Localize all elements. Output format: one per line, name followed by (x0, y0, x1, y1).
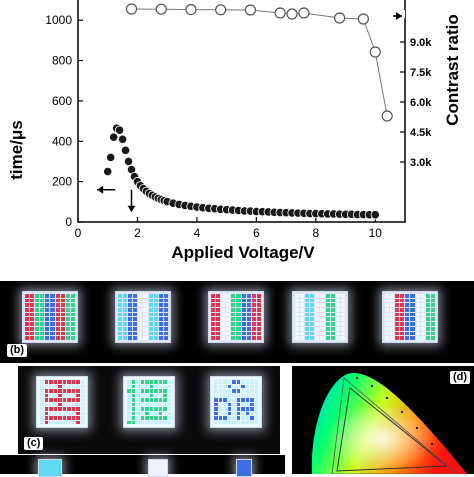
cie-tick-marks (355, 376, 434, 446)
x-tick-label-0: 0 (75, 226, 82, 240)
b-led-grid-3 (295, 294, 345, 340)
y-left-tick-label-0: 0 (65, 215, 72, 229)
y-axis-right-label: Contrast ratio (443, 14, 462, 125)
x-tick-label-4: 8 (312, 226, 319, 240)
bottom-led-3 (236, 459, 252, 477)
panel-label-b: (b) (7, 344, 28, 357)
y-left-tick-label-4: 800 (52, 54, 72, 68)
b-led-grid-4 (385, 294, 435, 340)
series-1-point-5 (274, 7, 286, 19)
y-left-tick-label-1: 200 (52, 175, 72, 189)
series-1-point-1 (155, 3, 167, 15)
left-axis-arrow-head (97, 185, 104, 194)
x-tick-label-3: 6 (253, 226, 260, 240)
b-led-panel-1 (115, 291, 171, 343)
photo-strip-e (0, 455, 285, 477)
series-1-point-9 (357, 13, 369, 25)
photo-strip-c: (c) (18, 366, 280, 454)
cie-ntsc-triangle (331, 377, 458, 474)
b-led-panel-0 (22, 291, 78, 343)
b-led-grid-2 (211, 294, 261, 340)
series-0-point-2 (109, 132, 119, 142)
series-1-point-2 (185, 3, 197, 16)
series-0-point-4 (115, 125, 125, 135)
series-0-point-5 (117, 134, 128, 144)
series-1-point-11 (381, 110, 393, 122)
c-char-panel-1 (123, 376, 175, 428)
cie-white-region (311, 372, 467, 474)
response-time-contrast-chart: 0 2 4 6 8 10 0 200 400 600 800 1000 3.0k 4.5k 6.0k 7.5k… (7, 0, 462, 262)
series-0-point-0 (103, 166, 113, 177)
panel-label-c: (c) (24, 437, 44, 450)
y-axis-left-label: time/μs (7, 120, 26, 180)
y-left-tick-label-5: 1000 (45, 13, 72, 27)
series-1-point-3 (215, 4, 227, 16)
c-char-panel-2 (210, 376, 262, 428)
panel-label-d: (d) (450, 371, 471, 384)
b-led-panel-4 (382, 291, 438, 343)
chart-axes: 0 2 4 6 8 10 0 200 400 600 800 1000 3.0k 4.5k 6.0k 7.5k… (45, 0, 432, 240)
y-left-tick-label-3: 600 (52, 94, 72, 108)
bottom-led-1 (38, 459, 62, 477)
cie-gamut-svg (311, 372, 467, 474)
c-char-grid-1 (127, 380, 171, 424)
x-tick-label-2: 4 (194, 226, 201, 240)
cie-gamut-triangle (336, 387, 449, 472)
c-char-grid-0 (40, 380, 84, 424)
series-1-point-0 (125, 3, 138, 15)
c-char-panel-0 (36, 376, 88, 428)
series-1-point-4 (244, 4, 257, 16)
b-led-panel-2 (208, 291, 264, 343)
series-0-point-55 (370, 210, 380, 220)
bottom-led-2 (148, 459, 168, 477)
series-1-point-8 (334, 12, 346, 24)
y-right-tick-label-1: 4.5k (410, 127, 432, 139)
y-right-tick-label-3: 7.5k (410, 67, 432, 79)
series-1-point-10 (369, 46, 381, 58)
y-right-tick-label-0: 3.0k (410, 157, 432, 169)
series-0-point-1 (106, 152, 116, 163)
c-char-grid-2 (214, 380, 258, 424)
series-1-point-7 (298, 7, 310, 19)
photo-strip-b: (b) (0, 281, 474, 363)
cie-chromaticity-diagram: (d) (292, 366, 474, 474)
chart-marks (97, 3, 405, 220)
x-axis-label: Applied Voltage/V (171, 243, 315, 262)
x-tick-label-5: 10 (369, 226, 383, 240)
b-led-grid-0 (25, 294, 75, 340)
right-axis-arrow-head (396, 12, 402, 20)
y-right-tick-label-2: 6.0k (410, 97, 432, 109)
series-1-line (131, 8, 388, 117)
x-tick-label-1: 2 (134, 226, 141, 240)
right-arrow-bg (393, 10, 405, 18)
b-led-panel-3 (292, 291, 348, 343)
series-0-point-6 (120, 145, 131, 155)
plot-frame (77, 0, 406, 223)
b-led-grid-1 (118, 294, 168, 340)
y-right-tick-label-4: 9.0k (410, 37, 432, 49)
series-1-point-6 (286, 8, 298, 20)
series-0-point-7 (123, 156, 134, 167)
left-axis-arrow-head-2 (127, 205, 136, 212)
y-left-tick-label-2: 400 (52, 134, 72, 148)
